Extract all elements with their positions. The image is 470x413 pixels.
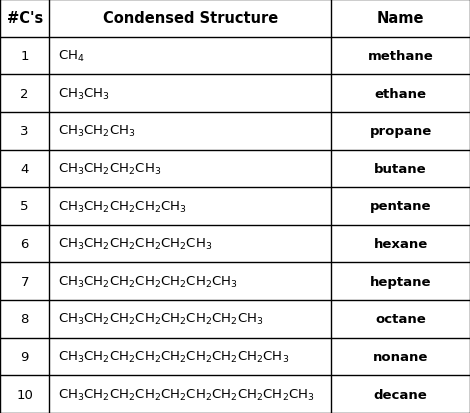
Text: methane: methane	[368, 50, 433, 63]
Text: CH$_3$CH$_2$CH$_2$CH$_2$CH$_3$: CH$_3$CH$_2$CH$_2$CH$_2$CH$_3$	[58, 199, 187, 214]
Text: decane: decane	[374, 388, 428, 401]
Text: CH$_3$CH$_2$CH$_2$CH$_2$CH$_2$CH$_2$CH$_2$CH$_2$CH$_3$: CH$_3$CH$_2$CH$_2$CH$_2$CH$_2$CH$_2$CH$_…	[58, 349, 289, 364]
Text: 3: 3	[20, 125, 29, 138]
Text: 4: 4	[21, 162, 29, 176]
Text: 1: 1	[20, 50, 29, 63]
Text: 8: 8	[21, 313, 29, 325]
Text: CH$_3$CH$_2$CH$_2$CH$_2$CH$_2$CH$_3$: CH$_3$CH$_2$CH$_2$CH$_2$CH$_2$CH$_3$	[58, 237, 212, 252]
Text: Name: Name	[377, 11, 424, 26]
Text: CH$_3$CH$_3$: CH$_3$CH$_3$	[58, 86, 110, 102]
Text: 5: 5	[20, 200, 29, 213]
Text: CH$_3$CH$_2$CH$_3$: CH$_3$CH$_2$CH$_3$	[58, 124, 135, 139]
Text: ethane: ethane	[375, 88, 427, 100]
Text: nonane: nonane	[373, 350, 428, 363]
Text: 7: 7	[20, 275, 29, 288]
Text: octane: octane	[376, 313, 426, 325]
Text: butane: butane	[375, 162, 427, 176]
Text: heptane: heptane	[370, 275, 431, 288]
Text: CH$_3$CH$_2$CH$_2$CH$_2$CH$_2$CH$_2$CH$_3$: CH$_3$CH$_2$CH$_2$CH$_2$CH$_2$CH$_2$CH$_…	[58, 274, 238, 289]
Text: hexane: hexane	[374, 237, 428, 251]
Text: pentane: pentane	[370, 200, 431, 213]
Text: #C's: #C's	[7, 11, 43, 26]
Text: CH$_4$: CH$_4$	[58, 49, 85, 64]
Text: 6: 6	[21, 237, 29, 251]
Text: Condensed Structure: Condensed Structure	[103, 11, 278, 26]
Text: propane: propane	[369, 125, 432, 138]
Text: 2: 2	[20, 88, 29, 100]
Text: 10: 10	[16, 388, 33, 401]
Text: CH$_3$CH$_2$CH$_2$CH$_2$CH$_2$CH$_2$CH$_2$CH$_3$: CH$_3$CH$_2$CH$_2$CH$_2$CH$_2$CH$_2$CH$_…	[58, 311, 263, 327]
Text: CH$_3$CH$_2$CH$_2$CH$_3$: CH$_3$CH$_2$CH$_2$CH$_3$	[58, 161, 161, 176]
Text: 9: 9	[21, 350, 29, 363]
Text: CH$_3$CH$_2$CH$_2$CH$_2$CH$_2$CH$_2$CH$_2$CH$_2$CH$_2$CH$_3$: CH$_3$CH$_2$CH$_2$CH$_2$CH$_2$CH$_2$CH$_…	[58, 387, 314, 402]
